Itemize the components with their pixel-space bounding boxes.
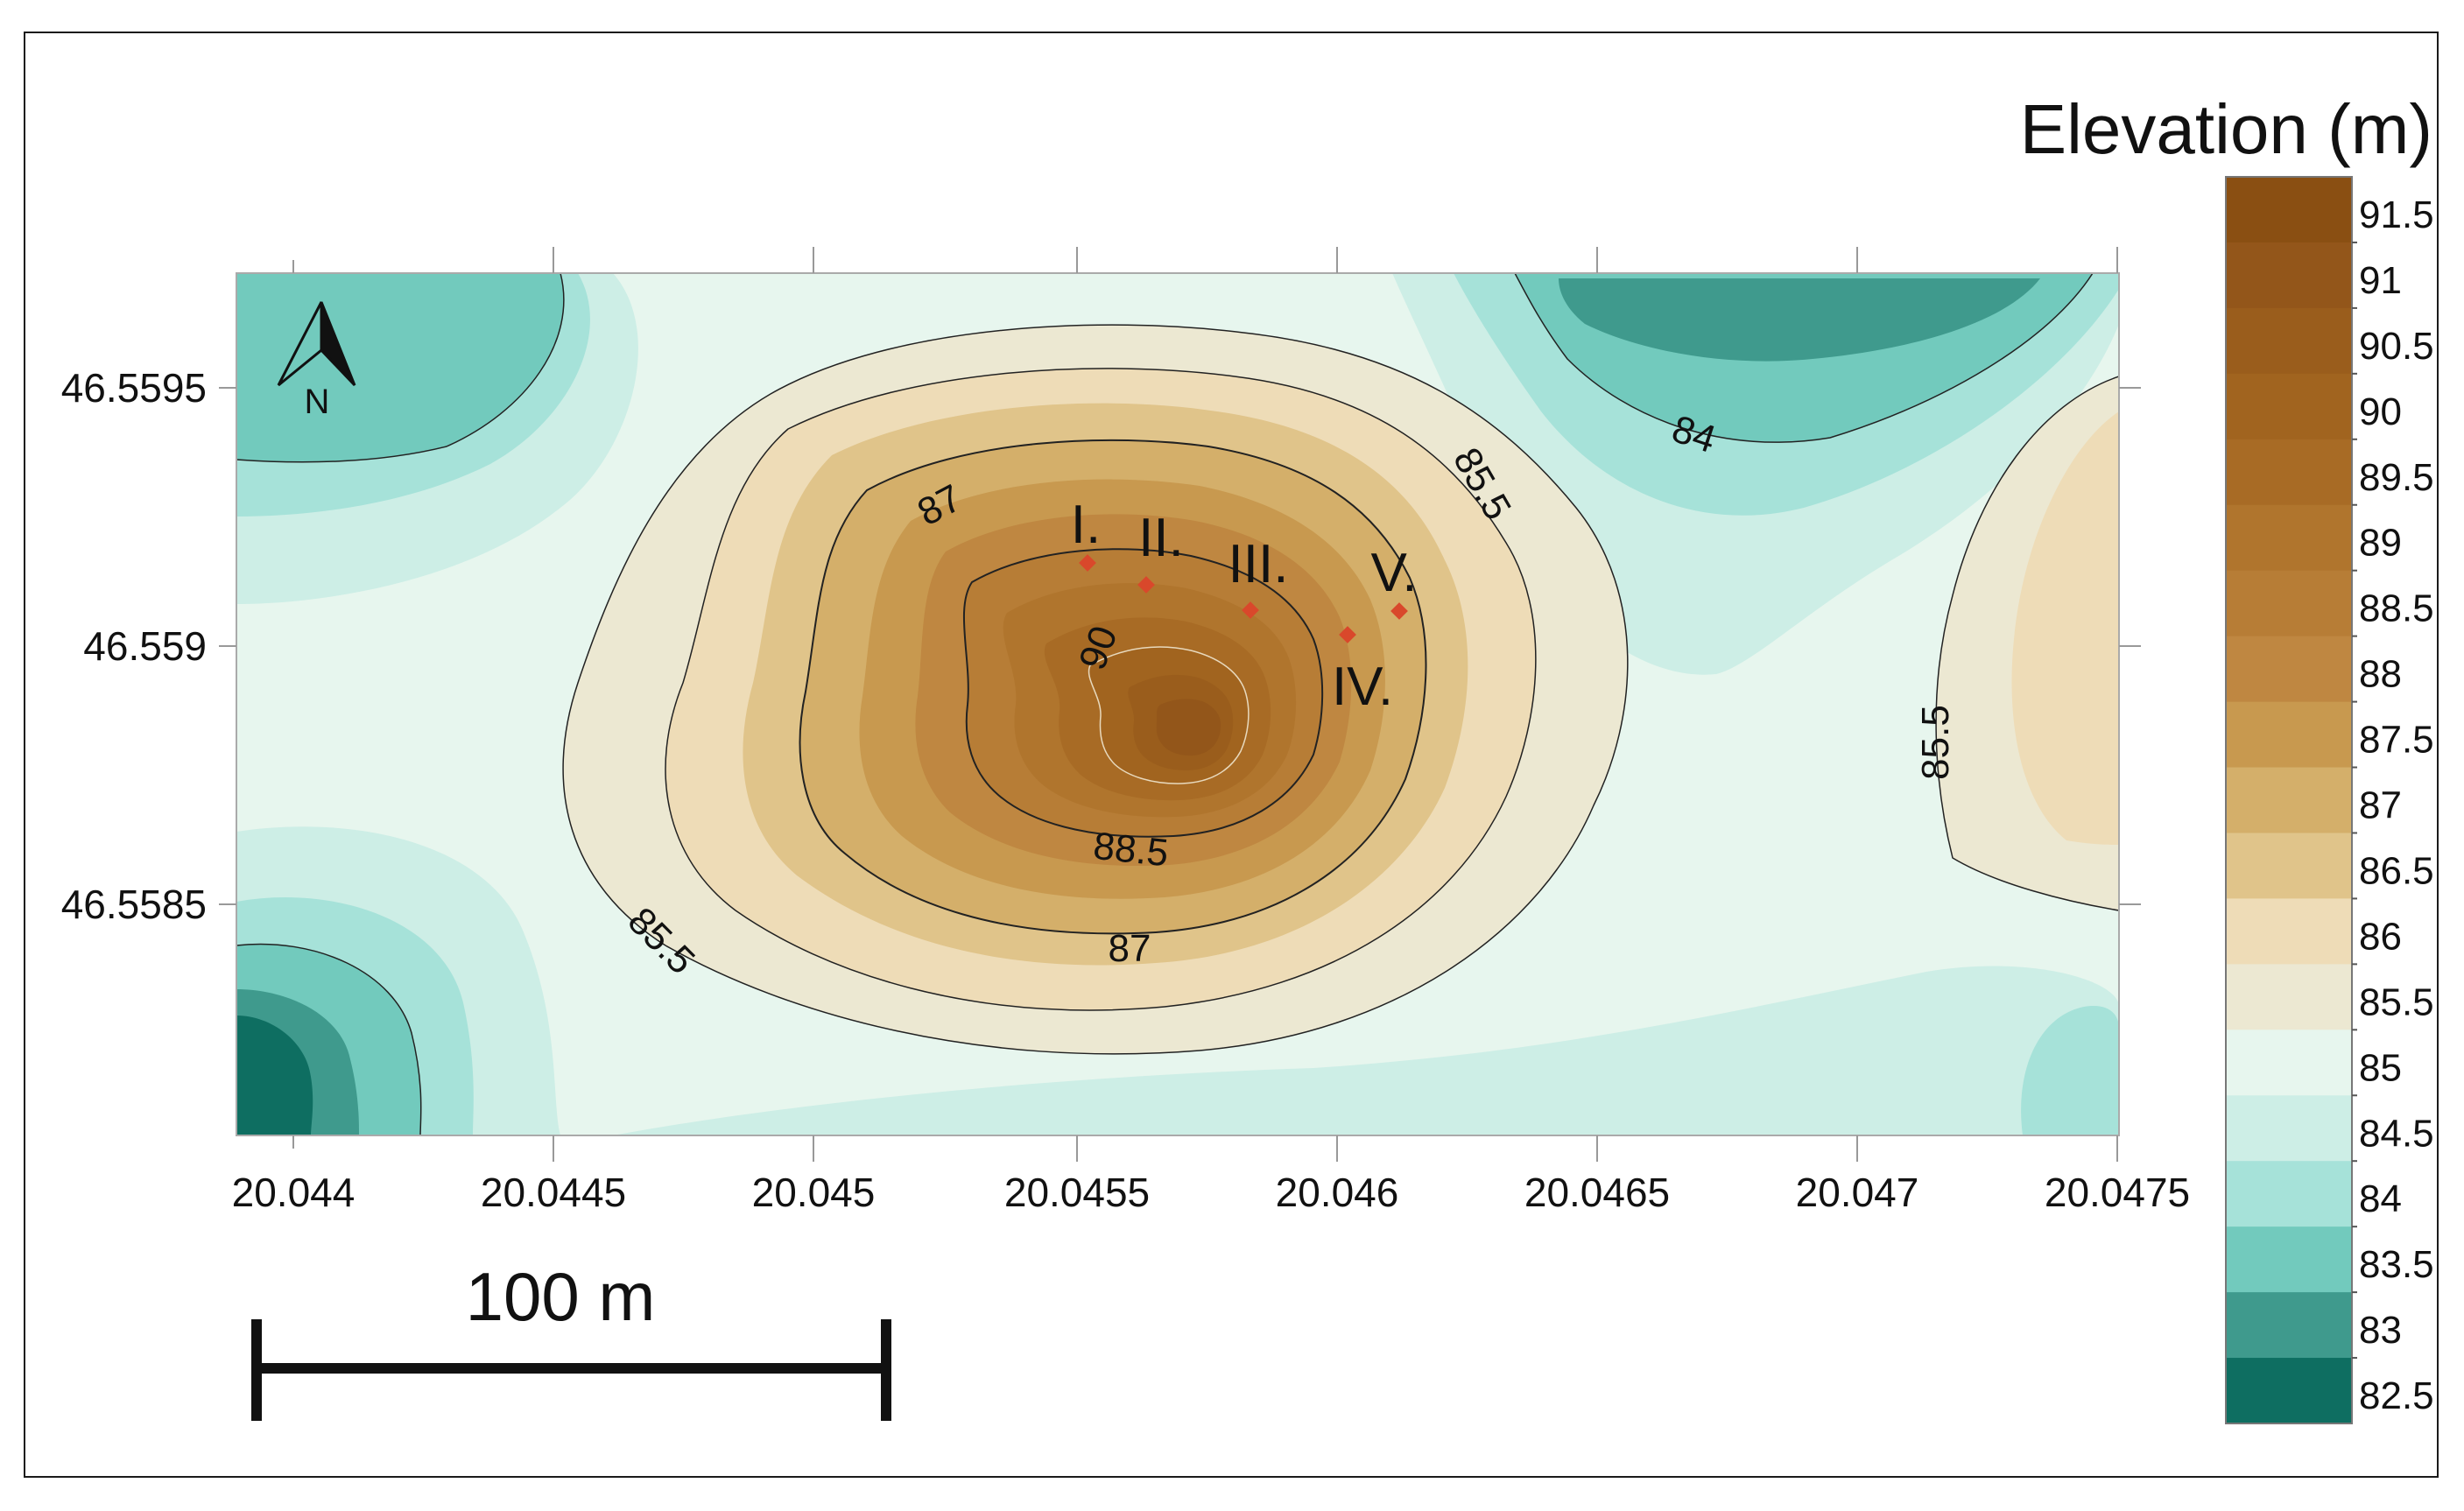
legend-labels: 91.5 91 90.5 90 89.5 89 88.5 88 87.5 87 86.5 86 85.5… (2352, 193, 2434, 1417)
contour-label: 85.5 (1914, 705, 1957, 780)
site-label: V. (1371, 543, 1418, 603)
legend-swatch (2226, 833, 2352, 899)
legend-label: 86 (2359, 915, 2402, 958)
legend-label: 91.5 (2359, 193, 2434, 236)
site-label: II. (1138, 508, 1184, 568)
x-tick-label: 20.0475 (2045, 1170, 2190, 1215)
legend-label: 87 (2359, 784, 2402, 827)
x-tick-label: 20.0455 (1004, 1170, 1150, 1215)
site-marker (1137, 576, 1155, 594)
site-label: III. (1228, 534, 1289, 594)
legend-swatch (2226, 242, 2352, 309)
legend-swatch (2226, 1226, 2352, 1293)
legend-swatch (2226, 439, 2352, 506)
site-marker (1339, 626, 1356, 643)
map-frame (24, 32, 2439, 1478)
north-label: N (305, 383, 330, 421)
scale-bar: 100 m (251, 1258, 891, 1421)
legend-label: 83.5 (2359, 1243, 2434, 1286)
x-tick-label: 20.047 (1796, 1170, 1919, 1215)
legend-swatch (2226, 1358, 2352, 1424)
legend-label: 88 (2359, 653, 2402, 696)
hill-91 (1156, 699, 1221, 756)
legend-swatch (2226, 504, 2352, 572)
legend-swatches (2226, 177, 2352, 1424)
legend-label: 90 (2359, 390, 2402, 433)
legend-swatch (2226, 307, 2352, 375)
low-zone-topright-83 (1559, 278, 2040, 362)
x-tick-label: 20.044 (232, 1170, 356, 1215)
contour-fill (236, 273, 2119, 1135)
x-axis-labels: 20.044 20.0445 20.045 20.0455 20.046 20.… (232, 1170, 2190, 1215)
site-label: I. (1071, 495, 1101, 555)
low-zone-topleft-835 (236, 273, 564, 462)
low-zone-bottom-845 (613, 966, 2119, 1135)
low-zone-bottomright-84 (2021, 1006, 2119, 1135)
contour-lines (236, 273, 2119, 1135)
legend: Elevation (m) 91.5 91 90.5 90 89.5 89 88.5 88 87… (2020, 90, 2434, 1424)
axis-ticks (219, 247, 2141, 1162)
x-tick-label: 20.045 (752, 1170, 876, 1215)
legend-swatch (2226, 570, 2352, 637)
legend-label: 86.5 (2359, 849, 2434, 892)
y-tick-label: 46.559 (83, 623, 207, 669)
site-markers: I. II. III. IV. V. (1071, 495, 1418, 717)
legend-label: 84 (2359, 1177, 2402, 1220)
high-zone-right-86 (2011, 411, 2119, 845)
legend-swatch (2226, 1095, 2352, 1162)
legend-label: 83 (2359, 1309, 2402, 1352)
legend-swatch (2226, 898, 2352, 965)
legend-label: 87.5 (2359, 719, 2434, 762)
contour-label: 87 (1109, 927, 1151, 970)
plot-border (236, 272, 2120, 1136)
low-zone-bottomleft-825 (236, 1016, 313, 1135)
site-marker (1390, 602, 1408, 620)
site-label: IV. (1332, 657, 1393, 717)
x-tick-label: 20.0445 (481, 1170, 626, 1215)
legend-swatch (2226, 636, 2352, 703)
legend-title: Elevation (m) (2020, 90, 2432, 168)
legend-label: 89.5 (2359, 456, 2434, 499)
site-marker (1079, 554, 1096, 572)
legend-label: 90.5 (2359, 325, 2434, 368)
legend-border (2225, 176, 2353, 1424)
y-tick-label: 46.5585 (61, 882, 207, 927)
legend-swatch (2226, 767, 2352, 833)
legend-label: 91 (2359, 259, 2402, 302)
x-tick-label: 20.0465 (1524, 1170, 1670, 1215)
legend-swatch (2226, 1161, 2352, 1227)
legend-swatch (2226, 1030, 2352, 1096)
legend-swatch (2226, 373, 2352, 440)
legend-label: 85.5 (2359, 980, 2434, 1023)
legend-label: 84.5 (2359, 1112, 2434, 1155)
scale-label: 100 m (466, 1258, 656, 1335)
legend-swatch (2226, 964, 2352, 1030)
contour-label: 88.5 (1091, 825, 1170, 875)
north-arrow: N (277, 301, 356, 421)
y-tick-label: 46.5595 (61, 365, 207, 411)
legend-label: 82.5 (2359, 1374, 2434, 1417)
legend-label: 89 (2359, 522, 2402, 565)
x-tick-label: 20.046 (1276, 1170, 1399, 1215)
legend-label: 88.5 (2359, 587, 2434, 630)
legend-swatch (2226, 1292, 2352, 1359)
legend-label: 85 (2359, 1046, 2402, 1089)
site-marker (1242, 601, 1259, 619)
y-axis-labels: 46.5595 46.559 46.5585 (61, 365, 207, 927)
legend-swatch (2226, 177, 2352, 243)
legend-swatch (2226, 701, 2352, 769)
